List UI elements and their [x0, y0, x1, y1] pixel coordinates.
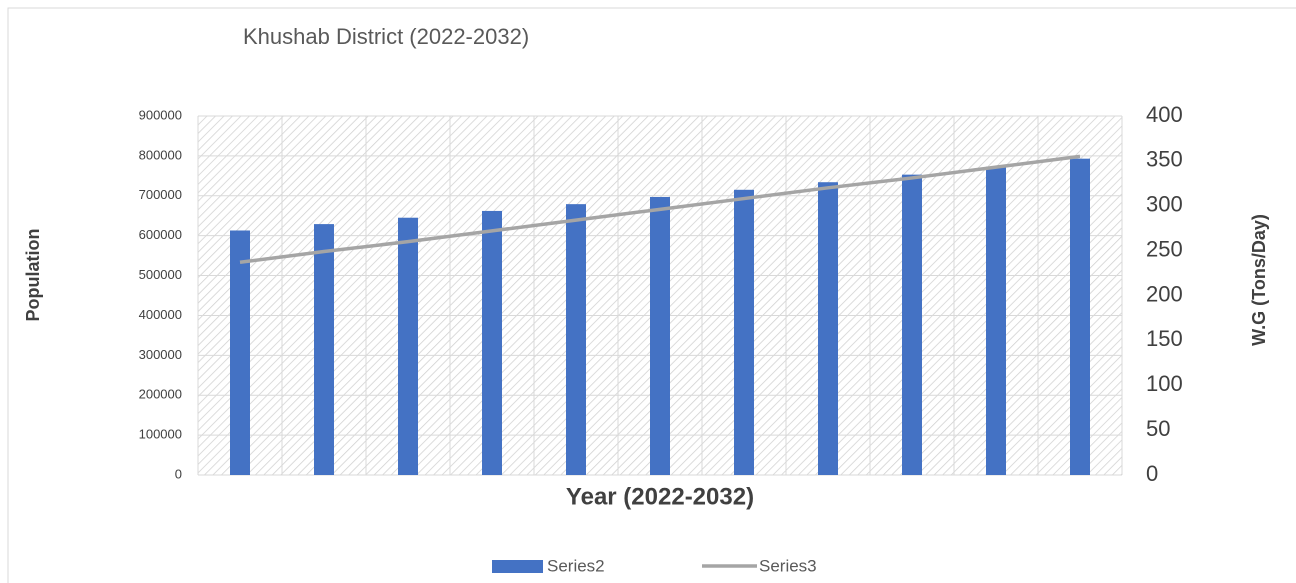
y-axis-label: Population	[23, 229, 43, 322]
y-tick-label: 500000	[139, 267, 182, 282]
bar	[734, 189, 754, 476]
y2-tick-label: 300	[1146, 192, 1183, 217]
bar	[314, 224, 334, 475]
y2-tick-label: 200	[1146, 281, 1183, 306]
legend-swatch	[492, 560, 543, 573]
y2-axis-label: W.G (Tons/Day)	[1249, 214, 1269, 346]
bar	[818, 182, 838, 475]
x-axis-label: Year (2022-2032)	[566, 483, 754, 510]
y-tick-label: 0	[175, 466, 182, 481]
y2-tick-label: 0	[1146, 461, 1158, 486]
y-tick-label: 200000	[139, 387, 182, 402]
chart-title: Khushab District (2022-2032)	[243, 24, 529, 49]
y2-tick-label: 250	[1146, 236, 1183, 261]
line	[239, 154, 1081, 265]
y-tick-label: 300000	[139, 347, 182, 362]
bar	[398, 217, 418, 475]
y-tick-label: 800000	[139, 147, 182, 162]
bar	[482, 210, 502, 476]
bar	[986, 166, 1006, 476]
y2-tick-label: 350	[1146, 147, 1183, 172]
y-tick-label: 700000	[139, 187, 182, 202]
y2-tick-label: 50	[1146, 416, 1170, 441]
y2-tick-label: 400	[1146, 102, 1183, 127]
y-tick-label: 400000	[139, 307, 182, 322]
y2-tick-label: 100	[1146, 371, 1183, 396]
legend-label: Series2	[547, 556, 605, 575]
chart-border	[7, 7, 1296, 583]
bar	[566, 204, 586, 475]
y-tick-label: 100000	[139, 427, 182, 442]
bar	[230, 230, 250, 475]
legend-label: Series3	[759, 556, 817, 575]
bar	[1070, 158, 1090, 476]
bar	[650, 196, 670, 476]
y-tick-label: 600000	[139, 227, 182, 242]
bar	[902, 174, 922, 476]
y2-tick-label: 150	[1146, 326, 1183, 351]
y-tick-label: 900000	[139, 107, 182, 122]
